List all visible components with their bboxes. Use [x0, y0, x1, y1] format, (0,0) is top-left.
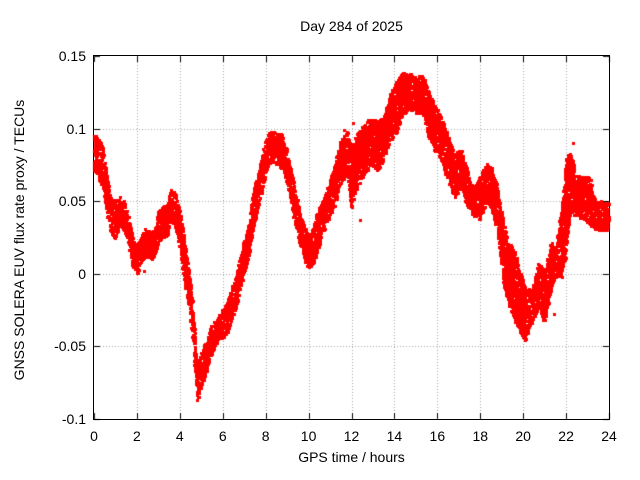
- x-tick-label: 18: [472, 428, 489, 444]
- x-tick-label: 2: [133, 428, 141, 444]
- chart-title: Day 284 of 2025: [300, 18, 403, 34]
- x-tick-label: 12: [343, 428, 360, 444]
- data-series-canvas: [90, 52, 613, 423]
- x-tick-label: 10: [300, 428, 317, 444]
- x-tick-label: 16: [429, 428, 446, 444]
- y-tick-label: -0.05: [54, 338, 86, 355]
- x-axis-label: GPS time / hours: [298, 449, 405, 465]
- y-tick-label: 0: [78, 265, 86, 282]
- x-tick-label: 4: [175, 428, 184, 444]
- x-tick-label: 0: [90, 428, 98, 444]
- x-tick-label: 20: [515, 428, 531, 444]
- y-tick-label: -0.1: [61, 411, 86, 427]
- x-tick-label: 8: [261, 428, 270, 444]
- x-tick-label: 24: [601, 428, 617, 444]
- x-tick-label: 22: [558, 428, 574, 444]
- y-axis-label: GNSS SOLERA EUV flux rate proxy / TECUs: [11, 99, 27, 381]
- x-tick-label: 6: [218, 428, 227, 444]
- y-tick-label: 0.05: [58, 193, 86, 210]
- y-tick-label: 0.15: [58, 48, 86, 64]
- y-tick-label: 0.1: [66, 120, 86, 137]
- x-tick-label: 14: [386, 428, 403, 444]
